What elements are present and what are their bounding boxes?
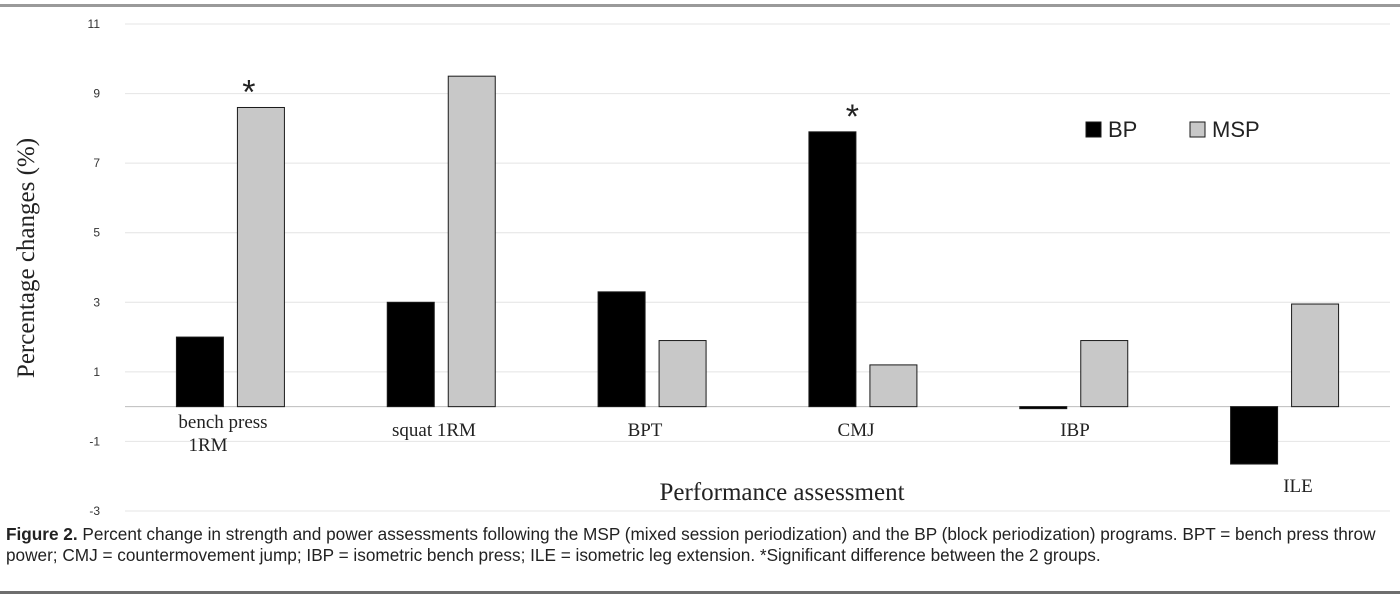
bar-bp-1 <box>175 336 224 408</box>
y-tick-label: 11 <box>88 17 101 31</box>
x-category-label: ILE <box>1283 476 1313 497</box>
bar-msp-2 <box>447 75 496 408</box>
significance-marker: * <box>846 98 859 136</box>
bar-bp-4 <box>808 131 857 408</box>
x-category-label: bench press <box>178 412 267 433</box>
bar-msp-4 <box>869 364 918 408</box>
x-category-label: BPT <box>628 420 663 441</box>
y-tick-label: 3 <box>93 295 100 309</box>
y-tick-label: 1 <box>93 365 100 379</box>
x-axis-title: Performance assessment <box>659 479 904 506</box>
bar-msp-6 <box>1291 303 1340 408</box>
y-tick-label: 9 <box>93 87 100 101</box>
legend-label-msp: MSP <box>1212 117 1260 142</box>
bar-msp-1 <box>236 106 285 408</box>
y-tick-label: 5 <box>93 226 100 240</box>
significance-marker: * <box>242 73 255 111</box>
y-tick-label: -3 <box>89 504 100 518</box>
x-category-label: squat 1RM <box>392 420 476 441</box>
bottom-rule <box>0 591 1400 594</box>
bar-msp-3 <box>658 340 707 408</box>
y-tick-label: 7 <box>93 156 100 170</box>
x-category-label: IBP <box>1060 420 1090 441</box>
legend-swatch-msp <box>1189 121 1206 138</box>
top-rule <box>0 4 1400 7</box>
y-axis-title: Percentage changes (%) <box>13 138 40 378</box>
legend-swatch-bp <box>1085 121 1102 138</box>
x-category-label: CMJ <box>838 420 875 441</box>
y-tick-label: -1 <box>89 434 100 448</box>
bar-msp-5 <box>1080 340 1129 408</box>
bar-bp-2 <box>386 301 435 408</box>
bar-bp-3 <box>597 291 646 408</box>
legend-label-bp: BP <box>1108 117 1137 142</box>
bar-bp-5 <box>1019 406 1068 410</box>
bar-bp-6 <box>1230 406 1279 465</box>
caption-label: Figure 2. <box>6 524 78 544</box>
x-category-label-line2: 1RM <box>188 435 227 456</box>
figure-caption: Figure 2. Percent change in strength and… <box>6 524 1396 566</box>
caption-text: Percent change in strength and power ass… <box>6 524 1376 565</box>
